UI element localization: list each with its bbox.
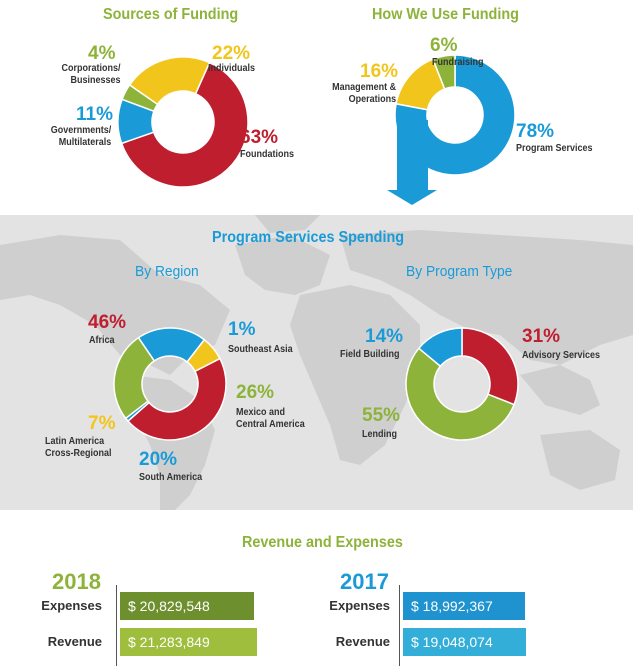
use-slice-fundraising [431, 54, 456, 90]
individuals-pct: 22% [212, 43, 251, 64]
latin-america-label: Latin America Cross-Regional [45, 436, 112, 459]
advisory-services-pct: 31% [522, 326, 561, 347]
use-program-services-arrow [387, 120, 437, 205]
revenue-2018-bar: $ 21,283,849 [120, 628, 257, 656]
expenses-2017-bar: $ 18,992,367 [403, 592, 526, 620]
type-slice-field-building [417, 327, 463, 368]
revenue-2018-label: Revenue [47, 634, 102, 649]
region-slice-africa [126, 357, 227, 441]
lending-label: Lending [362, 429, 398, 440]
expenses-2018-bar: $ 20,829,548 [120, 592, 255, 620]
southeast-asia-pct: 1% [228, 319, 256, 340]
by-program-type-title: By Program Type [406, 263, 513, 280]
year-2018: 2018 [52, 569, 101, 594]
governments-pct: 11% [76, 104, 113, 125]
south-america-pct: 20% [139, 449, 178, 470]
funding-slice-individuals [128, 56, 211, 106]
africa-label: Africa [89, 335, 115, 346]
governments-label: Governments/Multilaterals [50, 125, 111, 148]
field-building-pct: 14% [365, 326, 404, 347]
sources-of-funding-donut [117, 54, 516, 205]
revenue-expenses-title: Revenue and Expenses [242, 534, 403, 551]
world-map-band [0, 215, 633, 510]
field-building-label: Field Building [340, 349, 400, 360]
mexico-label: Mexico and Central America [236, 407, 305, 430]
corporations-label: Corporations/Businesses [61, 63, 121, 86]
program-spending-donuts [113, 327, 519, 441]
revenue-2017-bar: $ 19,048,074 [403, 628, 526, 656]
program-services-pct: 78% [516, 121, 555, 142]
corporations-pct: 4% [88, 43, 116, 64]
region-slice-latin-america-cross-regional [186, 338, 221, 373]
management-label: Management & Operations [331, 82, 396, 105]
lending-pct: 55% [362, 405, 401, 426]
how-we-use-funding-title: How We Use Funding [372, 6, 519, 23]
individuals-label: Individuals [208, 63, 256, 74]
funding-slice-foundations [120, 61, 249, 188]
fundraising-pct: 6% [430, 35, 458, 56]
axis-line-2018 [116, 585, 117, 666]
program-services-spending-title: Program Services Spending [212, 229, 405, 246]
southeast-asia-label: Southeast Asia [228, 344, 293, 355]
expenses-2018-label: Expenses [41, 598, 102, 613]
by-region-title: By Region [135, 263, 199, 280]
latin-america-pct: 7% [88, 413, 116, 434]
type-slice-lending [405, 347, 516, 441]
africa-pct: 46% [88, 312, 127, 333]
program-services-label: Program Services [516, 143, 593, 154]
revenue-2017-label: Revenue [335, 634, 390, 649]
mexico-pct: 26% [236, 382, 275, 403]
advisory-services-label: Advisory Services [522, 350, 601, 361]
south-america-label: South America [139, 472, 203, 483]
type-slice-advisory-services [461, 327, 519, 406]
foundations-label: Foundations [240, 149, 294, 160]
fundraising-label: Fundraising [432, 57, 484, 68]
axis-line-2017 [399, 585, 400, 666]
expenses-2017-label: Expenses [329, 598, 390, 613]
foundations-pct: 63% [240, 127, 279, 148]
year-2017: 2017 [340, 569, 389, 594]
management-pct: 16% [360, 61, 399, 82]
sources-of-funding-title: Sources of Funding [103, 6, 239, 23]
